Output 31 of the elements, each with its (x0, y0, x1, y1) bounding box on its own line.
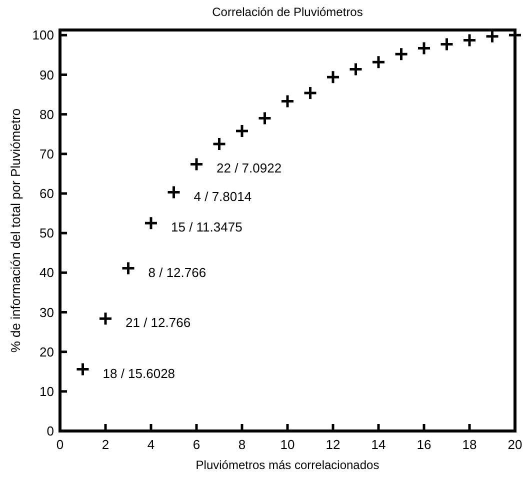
chart-title: Correlación de Pluviómetros (212, 5, 363, 19)
x-tick-label: 14 (371, 437, 386, 452)
x-tick-label: 8 (238, 437, 246, 452)
y-tick-label: 50 (40, 226, 54, 241)
y-tick-label: 90 (40, 67, 54, 82)
y-tick-label: 70 (40, 146, 54, 162)
annotation: 22 / 7.0922 (216, 160, 282, 176)
annotation: 8 / 12.766 (148, 264, 206, 280)
x-tick-label: 10 (280, 437, 295, 452)
annotation: 4 / 7.8014 (194, 188, 252, 204)
y-tick-label: 30 (40, 304, 54, 320)
x-tick-label: 6 (192, 437, 200, 452)
x-tick-label: 20 (508, 437, 522, 452)
y-tick-label: 0 (46, 424, 54, 439)
annotation: 21 / 12.766 (126, 315, 191, 330)
x-tick-label: 4 (147, 437, 155, 452)
y-tick-label: 40 (40, 265, 54, 280)
annotation: 15 / 11.3475 (171, 220, 242, 235)
x-axis-title: Pluviómetros más correlacionados (196, 458, 380, 472)
y-tick-label: 60 (40, 186, 54, 202)
y-axis-title: % de información del total por Pluviómetro (8, 108, 23, 353)
x-tick-label: 0 (56, 437, 64, 452)
x-tick-label: 18 (462, 437, 477, 452)
x-tick-label: 16 (416, 437, 432, 452)
x-tick-label: 12 (326, 437, 340, 452)
y-tick-label: 80 (40, 106, 54, 122)
y-tick-label: 20 (40, 344, 54, 360)
annotation: 18 / 15.6028 (102, 366, 176, 381)
y-tick-label: 10 (40, 384, 54, 399)
x-tick-label: 2 (102, 437, 110, 452)
y-tick-label: 100 (32, 28, 54, 43)
